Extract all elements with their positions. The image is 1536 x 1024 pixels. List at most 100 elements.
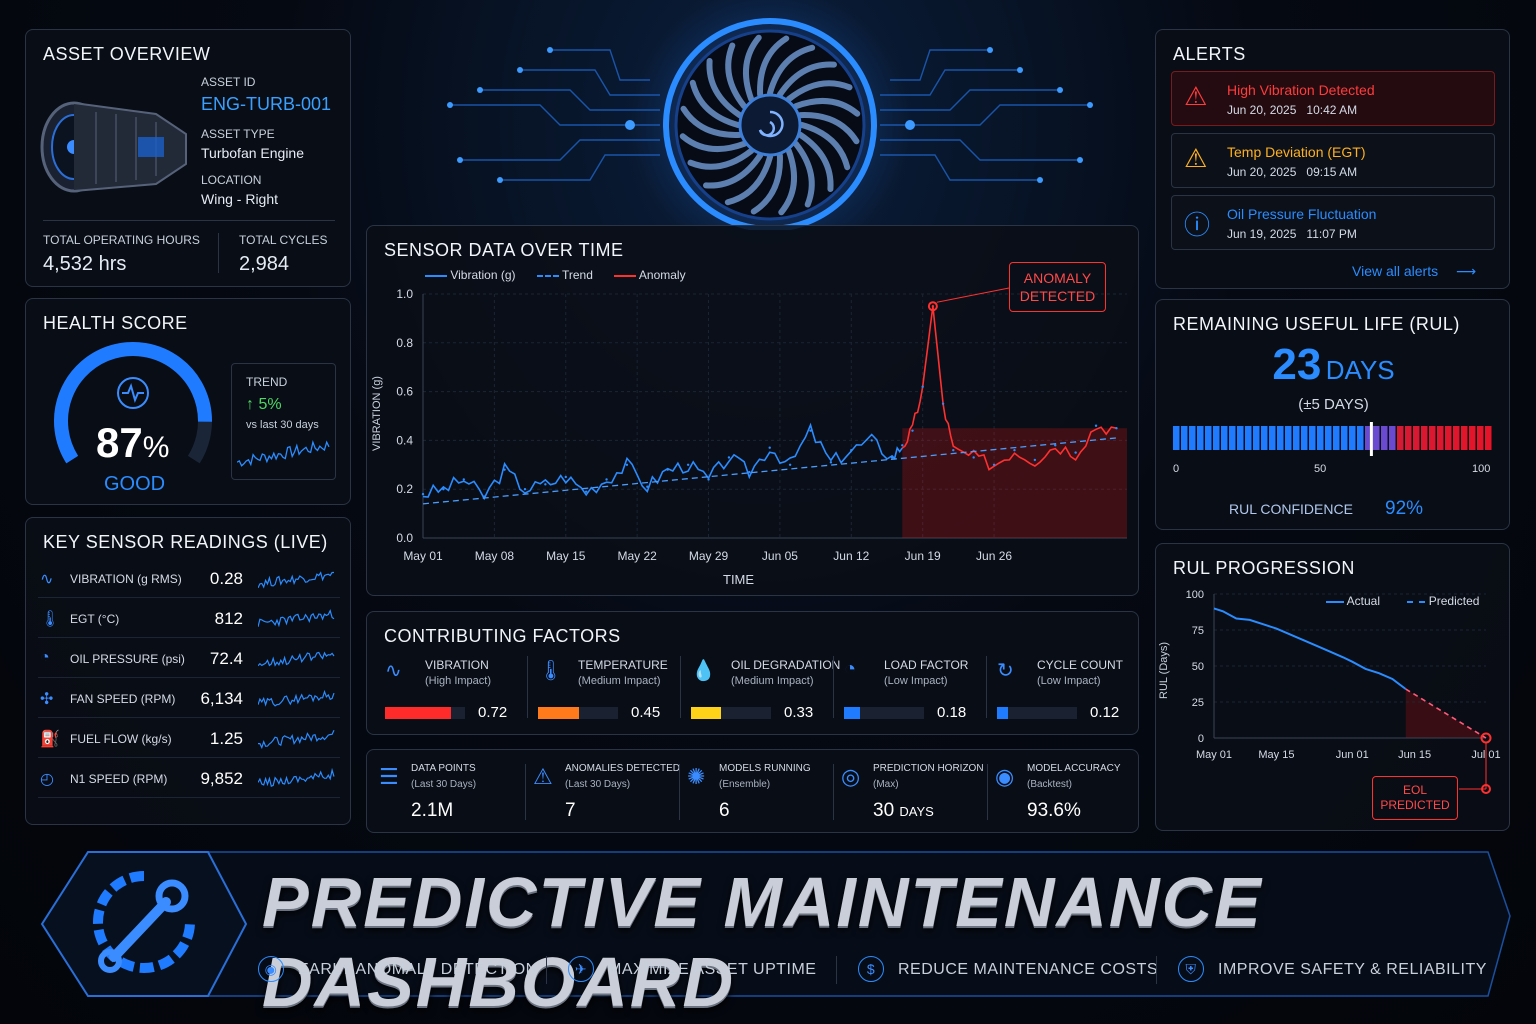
asset-id-value: ENG-TURB-001 [201,94,332,114]
stat-label: MODELS RUNNING [719,763,811,774]
y-tick-label: 100 [1186,589,1204,601]
divider [527,656,528,718]
x-tick-label: May 22 [617,549,657,563]
stat-value: 93.6% [1027,800,1081,821]
y-tick-label: 1.0 [396,287,413,301]
sensor-sparkline [258,730,335,750]
dollar-icon: $ [858,956,884,982]
rul-bar-segment [1245,426,1252,450]
anomaly-peak-marker [927,301,938,312]
sensor-value-cell: 9,852 [183,769,243,789]
factor-value: 0.12 [1090,704,1120,721]
asset-id-label: ASSET ID [201,75,256,89]
rul-bar-segment [1469,426,1476,450]
trend-note: vs last 30 days [246,419,319,431]
data-point [788,463,792,466]
radar-icon: ◉ [258,956,284,982]
engine-image-icon [40,101,187,193]
stat-sub: (Max) [873,779,899,790]
sensor-name: OIL PRESSURE (psi) [70,652,185,666]
factor-value: 0.18 [937,704,967,721]
rul-value: 23 DAYS [1272,340,1395,389]
alert-date: Jun 19, 2025 [1227,227,1297,241]
view-all-alerts-link[interactable]: View all alerts ⟶ [1352,263,1476,280]
fuel-icon: ⛽ [40,731,60,748]
alert-item[interactable]: ⓘ Oil Pressure Fluctuation Jun 19, 2025 11… [1171,195,1495,250]
x-tick-label: Jun 15 [1398,749,1431,761]
alert-date: Jun 20, 2025 [1227,103,1297,117]
factor-bar-fill [844,707,860,719]
shield-icon: ⛨ [1178,956,1204,982]
rul-bar-segment [1261,426,1268,450]
alert-time: 09:15 AM [1306,165,1358,179]
divider [986,656,987,718]
hours-label: TOTAL OPERATING HOURS [43,233,200,247]
x-tick-label: Jun 05 [762,549,798,563]
cycle-icon: ↻ [997,660,1014,682]
stat-value: 6 [719,800,730,821]
rul-bar-segment [1253,426,1260,450]
sensor-chart-title: SENSOR DATA OVER TIME [384,240,624,260]
stat-value-cell: 7 [565,800,576,822]
factor-bar-fill [997,707,1008,719]
factor-name-cell: TEMPERATURE [578,658,668,672]
data-point [442,488,445,491]
contributing-factors-title: CONTRIBUTING FACTORS [384,626,621,646]
factor-bar-track [538,707,618,719]
sensor-readings-panel: KEY SENSOR READINGS (LIVE) ∿ VIBRATION (g… [25,517,351,825]
factor-value-cell: 0.12 [1090,704,1119,721]
banner-feature: ✈ MAXIMIZE ASSET UPTIME [568,956,816,982]
data-point [1074,451,1077,454]
sensor-name: VIBRATION (g RMS) [70,572,182,586]
alert-item[interactable]: ⚠ High Vibration Detected Jun 20, 2025 10:… [1171,71,1495,126]
hours-value: 4,532 hrs [43,253,127,275]
x-tick-label: May 08 [475,549,515,563]
data-point [1094,424,1098,427]
banner-feature-label: MAXIMIZE ASSET UPTIME [608,961,817,978]
sensor-value-cell: 812 [183,609,243,629]
sensor-value: 1.25 [209,729,243,748]
banner-feature: $ REDUCE MAINTENANCE COSTS [858,956,1158,982]
sensor-row: ✣ FAN SPEED (RPM) 6,134 [38,682,340,718]
sensor-value: 72.4 [209,649,243,668]
x-tick-label: Jun 01 [1336,749,1369,761]
rul-bar-segment [1325,426,1332,450]
rul-bar [1173,422,1492,456]
data-point [544,483,547,486]
y-tick-label: 25 [1192,697,1204,709]
factor-item: ◔ LOAD FACTOR (Low Impact) 0.18 [840,656,988,728]
sensor-readings-title: KEY SENSOR READINGS (LIVE) [43,532,328,552]
data-point [931,305,935,308]
alert-meta-cell: Jun 20, 2025 10:42 AM [1227,103,1357,117]
x-tick-label: Jun 19 [905,549,941,563]
health-score-title: HEALTH SCORE [43,313,188,333]
legend-predicted: Predicted [1428,594,1480,608]
sensor-name-cell: FAN SPEED (RPM) [70,692,175,706]
stat-sub: (Last 30 Days) [411,779,477,790]
rul-bar-segment [1461,426,1468,450]
factor-item: ↻ CYCLE COUNT (Low Impact) 0.12 [993,656,1141,728]
alerts-title: ALERTS [1173,44,1246,64]
divider [43,220,335,221]
x-tick-label: May 01 [1196,749,1232,761]
arrow-right-icon: ⟶ [1456,263,1477,279]
speedometer-icon: ◴ [40,771,54,788]
factor-impact: (Low Impact) [884,675,948,687]
contributing-factors-panel: CONTRIBUTING FACTORS ∿ VIBRATION (High Imp… [366,611,1139,735]
data-point [482,495,486,498]
rul-scale-100: 100 [1472,463,1491,475]
alert-item[interactable]: ⚠ Temp Deviation (EGT) Jun 20, 2025 09:15 … [1171,133,1495,188]
rul-progression-legend: Actual Predicted [1326,594,1479,608]
factor-impact: (Medium Impact) [731,675,814,687]
sensor-chart-legend: Vibration (g) Trend Anomaly [425,268,686,282]
factor-bar-track [385,707,465,719]
sensor-chart-xlabel: TIME [723,572,755,587]
factor-value: 0.45 [631,704,661,721]
factor-name-cell: LOAD FACTOR [884,658,968,672]
sensor-row: ◴ N1 SPEED (RPM) 9,852 [38,762,340,798]
sensor-name-cell: OIL PRESSURE (psi) [70,652,185,666]
x-tick-label: Jun 26 [976,549,1012,563]
data-point [523,488,527,491]
rul-scale-0: 0 [1173,463,1180,475]
legend-trend: Trend [561,268,593,282]
